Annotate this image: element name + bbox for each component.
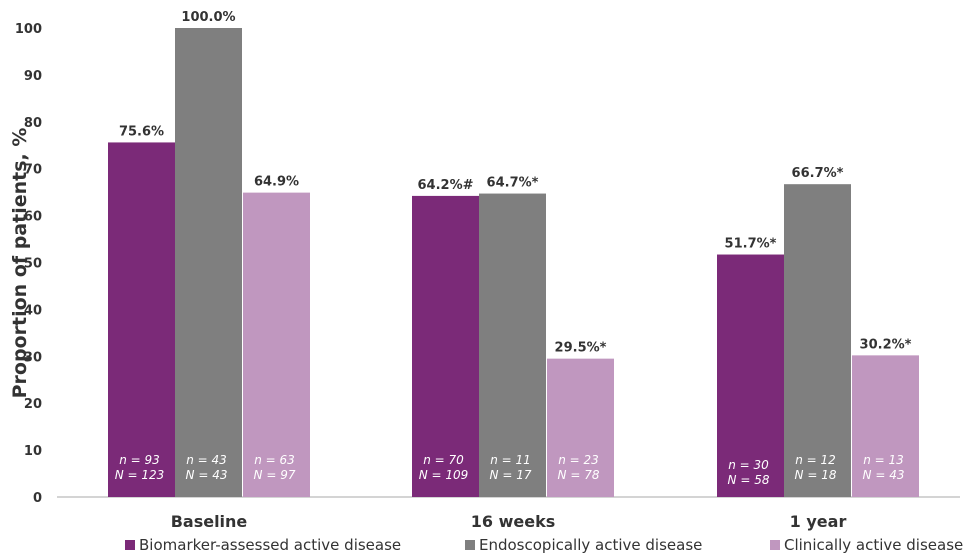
- data-label: 51.7%*: [725, 237, 777, 252]
- bar: [175, 28, 242, 497]
- y-tick-label: 80: [24, 116, 42, 131]
- data-label: 100.0%: [181, 10, 235, 25]
- data-label: 29.5%*: [555, 341, 607, 356]
- bar: [479, 193, 546, 497]
- N-label: N = 18: [795, 468, 837, 482]
- data-label: 64.2%#: [418, 178, 474, 193]
- y-axis-title: Proportion of patients, %: [9, 128, 31, 399]
- legend-label: Clinically active disease: [784, 536, 963, 554]
- data-label: 30.2%*: [860, 337, 912, 352]
- n-label: n = 70: [423, 453, 464, 467]
- bar: [547, 358, 614, 497]
- bar: [108, 142, 175, 497]
- legend-label: Biomarker-assessed active disease: [139, 536, 401, 554]
- legend: Biomarker-assessed active disease Endosco…: [125, 536, 963, 554]
- legend-swatch: [465, 540, 475, 550]
- category-labels: Baseline 16 weeks 1 year: [171, 512, 847, 531]
- N-label: N = 123: [115, 468, 165, 482]
- y-axis: 0 10 20 30 40 50 60 70 80 90 100: [15, 22, 42, 506]
- N-label: N = 17: [490, 468, 532, 482]
- n-label: n = 13: [863, 453, 904, 467]
- n-label: n = 30: [728, 458, 769, 472]
- n-label: n = 43: [186, 453, 227, 467]
- category-label: 16 weeks: [471, 512, 555, 531]
- y-tick-label: 90: [24, 69, 42, 84]
- y-tick-label: 100: [15, 22, 42, 37]
- y-tick-label: 20: [24, 397, 42, 412]
- bar: [784, 184, 851, 497]
- bar: [243, 192, 310, 497]
- N-label: N = 97: [254, 468, 296, 482]
- category-label: Baseline: [171, 512, 248, 531]
- N-label: N = 43: [863, 468, 905, 482]
- N-label: N = 78: [558, 468, 600, 482]
- y-tick-label: 10: [24, 444, 42, 459]
- n-label: n = 63: [254, 453, 295, 467]
- n-label: n = 12: [795, 453, 836, 467]
- bar: [717, 254, 784, 497]
- y-tick-label: 30: [24, 350, 42, 365]
- legend-swatch: [770, 540, 780, 550]
- bar: [412, 195, 479, 498]
- y-tick-label: 70: [24, 163, 42, 178]
- N-label: N = 43: [186, 468, 228, 482]
- y-tick-label: 50: [24, 257, 42, 272]
- data-label: 66.7%*: [792, 166, 844, 181]
- legend-swatch: [125, 540, 135, 550]
- legend-label: Endoscopically active disease: [479, 536, 702, 554]
- bar: [852, 355, 919, 497]
- data-label: 75.6%: [119, 124, 164, 139]
- y-tick-label: 0: [33, 491, 42, 506]
- n-label: n = 11: [490, 453, 531, 467]
- n-label: n = 23: [558, 453, 599, 467]
- y-tick-label: 60: [24, 210, 42, 225]
- n-label: n = 93: [119, 453, 160, 467]
- data-label: 64.7%*: [487, 176, 539, 191]
- y-tick-label: 40: [24, 303, 42, 318]
- N-label: N = 109: [419, 468, 469, 482]
- category-label: 1 year: [790, 512, 847, 531]
- data-label: 64.9%: [254, 175, 299, 190]
- N-label: N = 58: [728, 473, 770, 487]
